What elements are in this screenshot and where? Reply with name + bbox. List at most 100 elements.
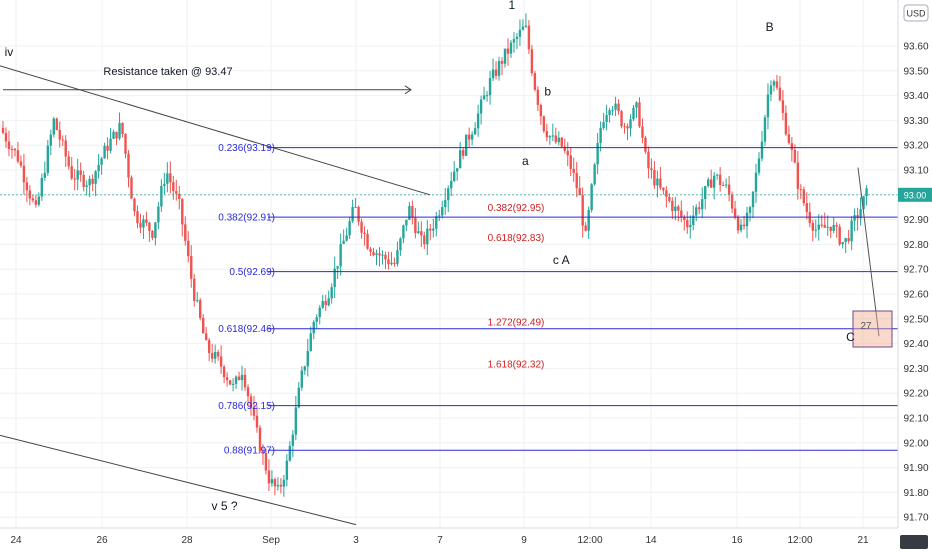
candle-body bbox=[109, 138, 112, 151]
grid bbox=[0, 0, 898, 528]
candle-body bbox=[677, 206, 680, 211]
extension-label: 1.272(92.49) bbox=[488, 317, 545, 328]
candle-body bbox=[455, 168, 459, 172]
candle-body bbox=[43, 172, 47, 178]
candle-body bbox=[461, 150, 465, 156]
y-tick-label: 91.80 bbox=[903, 488, 928, 499]
candle-body bbox=[536, 89, 540, 105]
wave-label: 1 bbox=[509, 0, 516, 12]
candle-body bbox=[512, 39, 516, 43]
candle-body bbox=[145, 219, 148, 223]
candle-body bbox=[190, 256, 193, 279]
y-tick-label: 93.30 bbox=[903, 116, 928, 127]
candle-body bbox=[841, 242, 844, 245]
candle-body bbox=[82, 174, 85, 187]
candle-body bbox=[133, 198, 136, 212]
candle-body bbox=[814, 229, 817, 231]
last-price-badge bbox=[898, 187, 932, 202]
candle-body bbox=[157, 206, 160, 223]
candle-body bbox=[85, 185, 88, 187]
candle-body bbox=[336, 266, 339, 269]
candle-body bbox=[832, 225, 835, 231]
candle-body bbox=[602, 122, 605, 128]
candle-body bbox=[784, 112, 788, 135]
upper-channel-line bbox=[0, 65, 431, 196]
candle-body bbox=[201, 317, 205, 334]
candle-body bbox=[276, 484, 280, 487]
price-axis-bg bbox=[898, 0, 932, 550]
x-tick-label: 26 bbox=[96, 535, 108, 546]
candle-body bbox=[411, 206, 414, 218]
candle-body bbox=[204, 333, 208, 341]
candle-body bbox=[521, 26, 525, 30]
candle-body bbox=[199, 300, 202, 318]
extension-label: 0.618(92.83) bbox=[488, 233, 545, 244]
candle-body bbox=[348, 221, 351, 236]
candle-body bbox=[709, 179, 713, 188]
candle-body bbox=[581, 195, 584, 226]
candle-body bbox=[282, 479, 286, 487]
candle-body bbox=[363, 232, 366, 234]
candle-body bbox=[396, 250, 399, 264]
candle-body bbox=[745, 212, 749, 227]
x-tick-label: 21 bbox=[857, 535, 869, 546]
candle-body bbox=[704, 186, 707, 200]
wave-label: B bbox=[766, 20, 774, 34]
candle-body bbox=[172, 182, 175, 192]
candle-body bbox=[659, 178, 662, 188]
candle-body bbox=[662, 187, 665, 191]
candle-body bbox=[850, 220, 853, 242]
candle-body bbox=[10, 148, 14, 150]
candle-body bbox=[721, 184, 725, 186]
y-tick-label: 91.90 bbox=[903, 463, 928, 474]
fib-label: 0.618(92.46) bbox=[218, 324, 275, 335]
candle-body bbox=[58, 129, 61, 140]
wave-label: c A bbox=[553, 253, 570, 267]
candle-body bbox=[509, 42, 513, 54]
y-tick-label: 91.70 bbox=[903, 513, 928, 524]
candle-body bbox=[378, 253, 381, 256]
candle-body bbox=[865, 188, 868, 197]
candle-body bbox=[76, 170, 79, 180]
candle-body bbox=[754, 172, 758, 192]
candle-body bbox=[485, 95, 489, 97]
candle-body bbox=[264, 452, 268, 471]
candle-body bbox=[267, 470, 271, 484]
candle-body bbox=[578, 188, 581, 196]
candle-body bbox=[387, 259, 390, 265]
candle-body bbox=[503, 48, 507, 64]
candle-body bbox=[417, 231, 420, 234]
candle-body bbox=[345, 235, 348, 241]
candle-body bbox=[270, 479, 274, 484]
candle-body bbox=[127, 153, 130, 178]
candle-body bbox=[399, 238, 402, 251]
candle-body bbox=[94, 171, 97, 184]
candle-body bbox=[736, 217, 740, 231]
currency-badge[interactable] bbox=[903, 4, 929, 22]
candle-body bbox=[193, 278, 196, 301]
candle-body bbox=[473, 128, 477, 135]
candle-body bbox=[330, 287, 333, 299]
candle-body bbox=[826, 226, 829, 228]
candle-body bbox=[811, 223, 814, 231]
candle-body bbox=[733, 208, 737, 218]
candle-body bbox=[100, 158, 103, 165]
logo-mark bbox=[900, 535, 928, 549]
y-tick-label: 92.90 bbox=[903, 215, 928, 226]
candle-body bbox=[37, 196, 41, 205]
candle-body bbox=[569, 155, 572, 169]
candle-body bbox=[163, 183, 166, 186]
candle-body bbox=[381, 254, 384, 256]
wave-label: v 5 ? bbox=[211, 499, 237, 513]
candle-body bbox=[318, 307, 321, 318]
fib-label: 0.236(93.19) bbox=[218, 143, 275, 154]
y-tick-label: 92.80 bbox=[903, 240, 928, 251]
candle-body bbox=[402, 225, 405, 239]
y-tick-label: 92.00 bbox=[903, 438, 928, 449]
candle-body bbox=[626, 126, 629, 129]
candle-body bbox=[384, 254, 387, 260]
lower-channel-line bbox=[0, 434, 357, 526]
y-tick-label: 92.30 bbox=[903, 364, 928, 375]
